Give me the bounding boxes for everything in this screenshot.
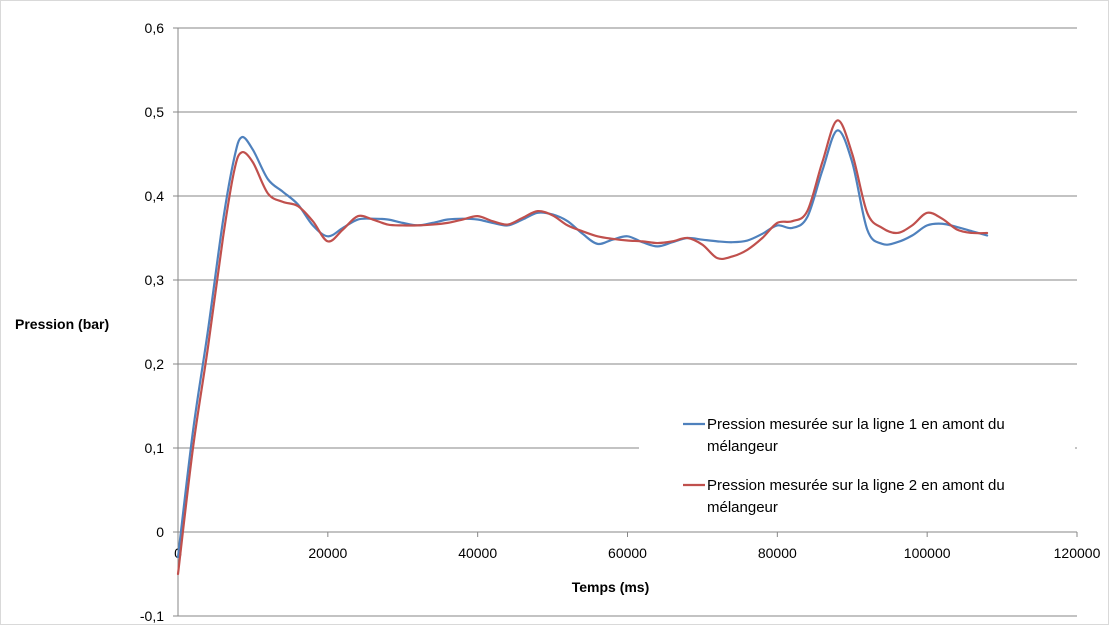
legend-label-2: Pression mesurée sur la ligne 2 en amont…	[707, 477, 1005, 516]
series-line-2	[176, 119, 989, 576]
x-tick-label-2: 40000	[458, 545, 497, 561]
x-axis-ticks: 0 20000 40000 60000 80000 100000 120000	[174, 532, 1101, 561]
x-tick-label-3: 60000	[608, 545, 647, 561]
y-axis-title: Pression (bar)	[15, 316, 109, 332]
x-tick-label-6: 120000	[1054, 545, 1101, 561]
series-line-1	[176, 129, 989, 559]
y-tick-label-0: -0,1	[140, 608, 164, 624]
x-tick-label-1: 20000	[308, 545, 347, 561]
y-tick-label-2: 0,1	[145, 440, 165, 456]
y-tick-label-1: 0	[156, 524, 164, 540]
y-tick-label-5: 0,4	[145, 188, 165, 204]
y-axis-ticks: -0,1 0 0,1 0,2 0,3 0,4 0,5 0,6	[140, 20, 178, 624]
legend: Pression mesurée sur la ligne 1 en amont…	[639, 401, 1075, 531]
y-tick-label-6: 0,5	[145, 104, 165, 120]
y-tick-label-7: 0,6	[145, 20, 165, 36]
series-lines	[176, 119, 989, 576]
legend-label-1: Pression mesurée sur la ligne 1 en amont…	[707, 416, 1005, 455]
x-axis-title: Temps (ms)	[572, 579, 650, 595]
x-tick-label-4: 80000	[758, 545, 797, 561]
legend-background	[639, 401, 1075, 531]
y-tick-label-4: 0,3	[145, 272, 165, 288]
y-tick-label-3: 0,2	[145, 356, 165, 372]
gridlines	[178, 27, 1077, 617]
x-tick-label-5: 100000	[904, 545, 951, 561]
